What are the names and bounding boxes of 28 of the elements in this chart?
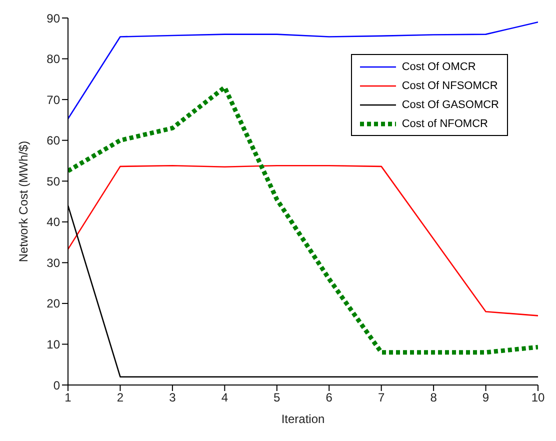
legend-label: Cost Of NFSOMCR xyxy=(402,80,498,92)
y-tick-label: 20 xyxy=(46,296,60,311)
legend-label: Cost Of GASOMCR xyxy=(402,98,499,110)
y-axis-title: Network Cost (MWh/$) xyxy=(16,140,30,262)
x-tick-label: 10 xyxy=(531,390,545,405)
y-tick-label: 50 xyxy=(46,174,60,188)
x-tick-label: 6 xyxy=(326,390,333,405)
y-tick-label: 70 xyxy=(46,92,60,107)
y-tick-label: 10 xyxy=(46,337,60,352)
y-tick-label: 60 xyxy=(46,134,60,148)
y-tick-label: 80 xyxy=(46,52,60,66)
legend-label: Cost Of OMCR xyxy=(402,60,476,72)
x-tick-label: 1 xyxy=(64,390,72,405)
x-tick-label: 3 xyxy=(169,390,176,405)
line-series xyxy=(68,21,538,120)
line-series xyxy=(68,164,538,316)
x-tick-label: 8 xyxy=(430,390,438,405)
x-axis-title: Iteration xyxy=(281,412,325,426)
x-tick-label: 9 xyxy=(482,390,490,405)
y-tick-label: 90 xyxy=(46,11,60,26)
y-tick-label: 30 xyxy=(46,256,60,270)
legend-label: Cost of NFOMCR xyxy=(402,118,488,130)
y-tick-label: 0 xyxy=(53,378,60,392)
y-tick-label: 40 xyxy=(46,215,60,230)
x-tick-label: 2 xyxy=(116,390,124,405)
x-tick-label: 5 xyxy=(274,390,281,405)
x-tick-label: 4 xyxy=(221,390,228,405)
x-tick-label: 7 xyxy=(378,390,385,405)
